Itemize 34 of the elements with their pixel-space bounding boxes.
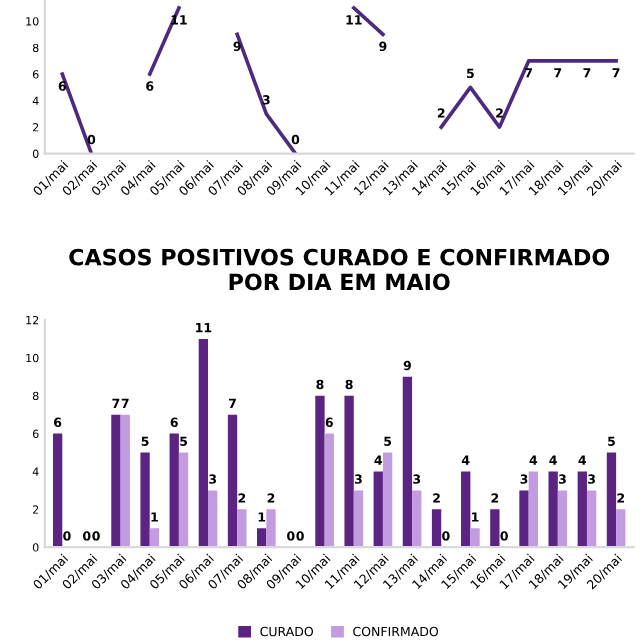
bar (528, 471, 538, 548)
bar (237, 509, 247, 548)
bar (353, 490, 364, 548)
bar (208, 490, 218, 548)
bar (111, 414, 121, 548)
bar (490, 509, 500, 548)
bar (169, 433, 179, 548)
bar (227, 414, 238, 548)
bar (52, 433, 63, 548)
bar (606, 452, 617, 548)
bar (557, 490, 568, 548)
bar (616, 509, 626, 548)
bar (548, 471, 558, 548)
bar (324, 433, 334, 548)
bar (120, 414, 130, 548)
bar (178, 452, 189, 548)
bar (431, 509, 442, 548)
bar (149, 528, 160, 548)
bar (461, 471, 471, 548)
bar (402, 376, 413, 548)
bar (519, 490, 529, 548)
bar (586, 490, 597, 548)
bar (412, 490, 422, 548)
bar (266, 509, 276, 548)
bar (257, 528, 267, 548)
bar (315, 395, 325, 548)
bar (577, 471, 587, 548)
bar (198, 338, 209, 548)
bar (140, 452, 150, 548)
chart-title: CASOS POSITIVOS CURADO E CONFIRMADO POR DIA EM MAIO (69, 248, 610, 291)
bar (373, 471, 383, 548)
bar (344, 395, 354, 548)
bar (382, 452, 393, 548)
bar (470, 528, 480, 548)
